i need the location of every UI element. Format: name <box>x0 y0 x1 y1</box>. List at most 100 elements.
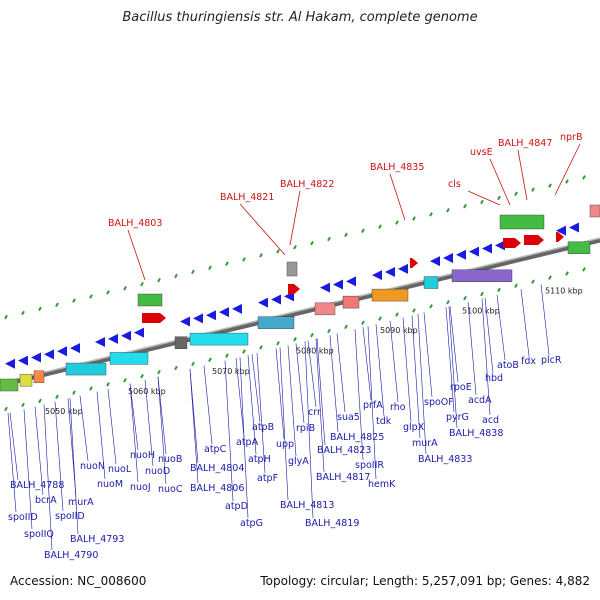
reverse-gene-label: murA <box>68 497 94 508</box>
label-leader-line <box>354 329 364 461</box>
forward-gene-arrow <box>524 235 544 245</box>
label-leader-line <box>69 398 79 535</box>
inner-tick-mark <box>293 336 297 342</box>
reverse-gene-label: atpH <box>248 454 271 465</box>
reverse-gene-label: BALH_4817 <box>316 472 370 483</box>
outer-tick-mark <box>429 212 433 217</box>
label-leader-line <box>295 343 305 424</box>
reverse-gene-label: BALH_4819 <box>305 518 359 529</box>
feature-block <box>371 288 409 302</box>
reverse-gene-arrow <box>482 243 492 254</box>
reverse-gene-label: sua5 <box>337 412 360 423</box>
feature-block <box>314 302 336 316</box>
reverse-gene-arrow <box>320 282 330 293</box>
label-leader-line <box>239 356 249 519</box>
reverse-gene-label: nuoJ <box>130 482 151 493</box>
outer-tick-mark <box>55 302 59 307</box>
feature-block <box>257 316 295 329</box>
reverse-gene-label: fdx <box>521 356 536 367</box>
forward-gene-label: BALH_4835 <box>370 162 424 173</box>
outer-tick-mark <box>497 195 501 201</box>
inner-tick-mark <box>429 304 433 309</box>
inner-tick-mark <box>310 332 314 338</box>
reverse-gene-arrow <box>443 252 453 263</box>
feature-block <box>174 336 188 349</box>
outer-tick-mark <box>361 228 365 234</box>
outer-tick-mark <box>412 216 416 221</box>
inner-tick-mark <box>140 373 144 379</box>
label-leader-line <box>315 338 325 473</box>
forward-gene-arrow <box>503 238 521 248</box>
inner-tick-mark <box>565 271 569 276</box>
genome-backbone <box>0 237 600 388</box>
label-leader-line <box>129 383 139 483</box>
outer-tick-mark <box>344 232 348 238</box>
label-leader-line <box>289 190 301 246</box>
feature-block <box>189 332 249 346</box>
label-leader-line <box>247 355 257 455</box>
reverse-gene-arrow <box>346 276 356 287</box>
feature-block <box>137 293 163 307</box>
outer-tick-mark <box>293 244 297 250</box>
reverse-gene-arrow <box>495 240 505 251</box>
forward-gene-arrow <box>142 313 166 323</box>
feature-block <box>567 241 591 254</box>
label-leader-line <box>54 401 64 512</box>
reverse-gene-arrow <box>430 256 440 267</box>
outer-tick-mark <box>565 179 569 184</box>
reverse-gene-label: nuoM <box>97 479 123 490</box>
reverse-gene-label: BALH_4833 <box>418 454 472 465</box>
reverse-gene-label: rho <box>390 402 406 413</box>
reverse-gene-label: spoIIQ <box>24 529 54 540</box>
feature-block <box>286 261 298 277</box>
reverse-gene-label: murA <box>412 438 438 449</box>
reverse-gene-label: atpB <box>252 422 274 433</box>
inner-tick-mark <box>242 349 246 354</box>
reverse-gene-label: rpiB <box>296 423 315 434</box>
reverse-gene-label: spoIIR <box>355 460 384 471</box>
label-leader-line <box>157 376 167 455</box>
label-leader-line <box>362 327 372 401</box>
outer-tick-mark <box>582 175 586 180</box>
reverse-gene-label: BALH_4825 <box>330 432 384 443</box>
reverse-gene-label: crr <box>308 407 321 418</box>
scale-tick-label: 5050 kbp <box>45 407 83 416</box>
inner-tick-mark <box>123 378 127 383</box>
inner-tick-mark <box>259 345 263 350</box>
reverse-gene-label: BALH_4823 <box>317 445 371 456</box>
reverse-gene-arrow <box>5 358 15 369</box>
forward-gene-label: nprB <box>560 132 582 143</box>
label-leader-line <box>23 409 33 530</box>
inner-tick-mark <box>446 299 450 305</box>
reverse-gene-label: atpC <box>204 444 227 455</box>
inner-tick-mark <box>548 275 552 280</box>
reverse-gene-label: bcrA <box>35 495 57 506</box>
scale-tick-label: 5090 kbp <box>380 326 418 335</box>
outer-tick-mark <box>480 199 484 205</box>
reverse-gene-arrow <box>95 337 105 348</box>
label-leader-line <box>389 173 406 221</box>
reverse-gene-label: nuoH <box>130 450 155 461</box>
reverse-gene-label: nuoC <box>158 484 183 495</box>
inner-tick-mark <box>191 361 195 367</box>
outer-tick-mark <box>395 220 399 225</box>
reverse-gene-arrow <box>469 246 479 257</box>
reverse-gene-arrow <box>134 327 144 338</box>
outer-tick-mark <box>191 269 195 275</box>
outer-tick-mark <box>548 183 552 188</box>
inner-tick-mark <box>55 394 59 399</box>
outer-tick-mark <box>123 286 127 291</box>
outer-tick-mark <box>310 240 314 246</box>
forward-gene-label: cls <box>448 179 461 190</box>
inner-tick-mark <box>157 369 161 375</box>
inner-tick-mark <box>378 316 382 321</box>
label-leader-line <box>9 412 19 481</box>
inner-tick-mark <box>327 328 331 334</box>
label-leader-line <box>336 333 346 413</box>
reverse-gene-arrow <box>18 355 28 366</box>
forward-gene-arrow <box>410 258 418 268</box>
scale-tick-label: 5110 kbp <box>545 286 583 295</box>
reverse-gene-label: spoOF <box>424 397 454 408</box>
reverse-gene-label: BALH_4793 <box>70 534 124 545</box>
inner-tick-mark <box>361 320 365 326</box>
